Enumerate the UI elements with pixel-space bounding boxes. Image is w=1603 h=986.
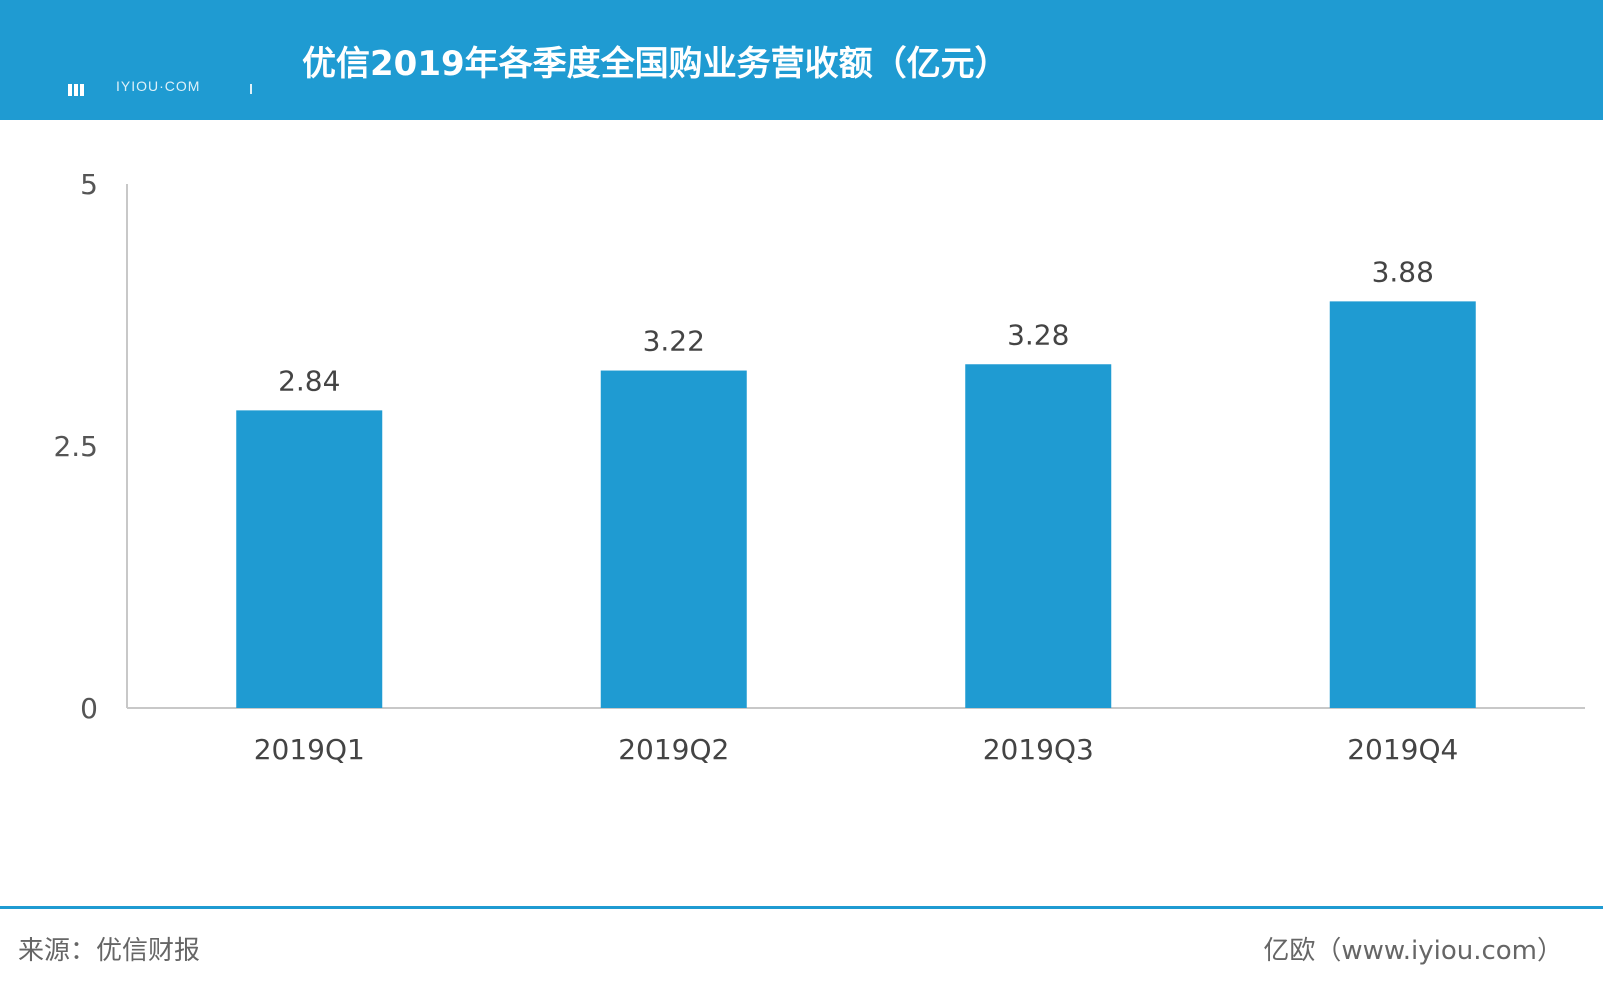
data-label: 2.84 [278, 364, 340, 397]
bar [600, 370, 747, 708]
bar [1329, 301, 1476, 708]
chart-header: IYIOU·COM 优信2019年各季度全国购业务营收额（亿元） [0, 0, 1603, 120]
bar [236, 410, 383, 708]
logo-text: IYIOU·COM [116, 78, 201, 94]
data-label: 3.88 [1372, 255, 1434, 288]
data-label: 3.22 [643, 325, 705, 358]
logo-bars-icon [68, 84, 86, 96]
logo: IYIOU·COM [64, 40, 254, 100]
chart-title: 优信2019年各季度全国购业务营收额（亿元） [302, 44, 1009, 84]
x-tick-label: 2019Q3 [983, 733, 1094, 766]
logo-tick [250, 84, 252, 94]
y-tick-label: 2.5 [53, 430, 98, 463]
x-tick-label: 2019Q1 [254, 733, 365, 766]
y-tick-label: 5 [80, 168, 98, 201]
source-note: 来源：优信财报 [18, 936, 201, 966]
x-tick-label: 2019Q2 [618, 733, 729, 766]
bar [965, 364, 1112, 708]
y-tick-label: 0 [80, 692, 98, 725]
x-tick-label: 2019Q4 [1347, 733, 1458, 766]
brand-credit: 亿欧（www.iyiou.com） [1263, 936, 1563, 966]
footer-divider [0, 906, 1603, 909]
bar-chart: 0 2.5 5 2.84 2019Q1 3.22 2019Q2 3.28 2019Q3 3.88 2… [53, 168, 1585, 766]
data-label: 3.28 [1007, 318, 1069, 351]
